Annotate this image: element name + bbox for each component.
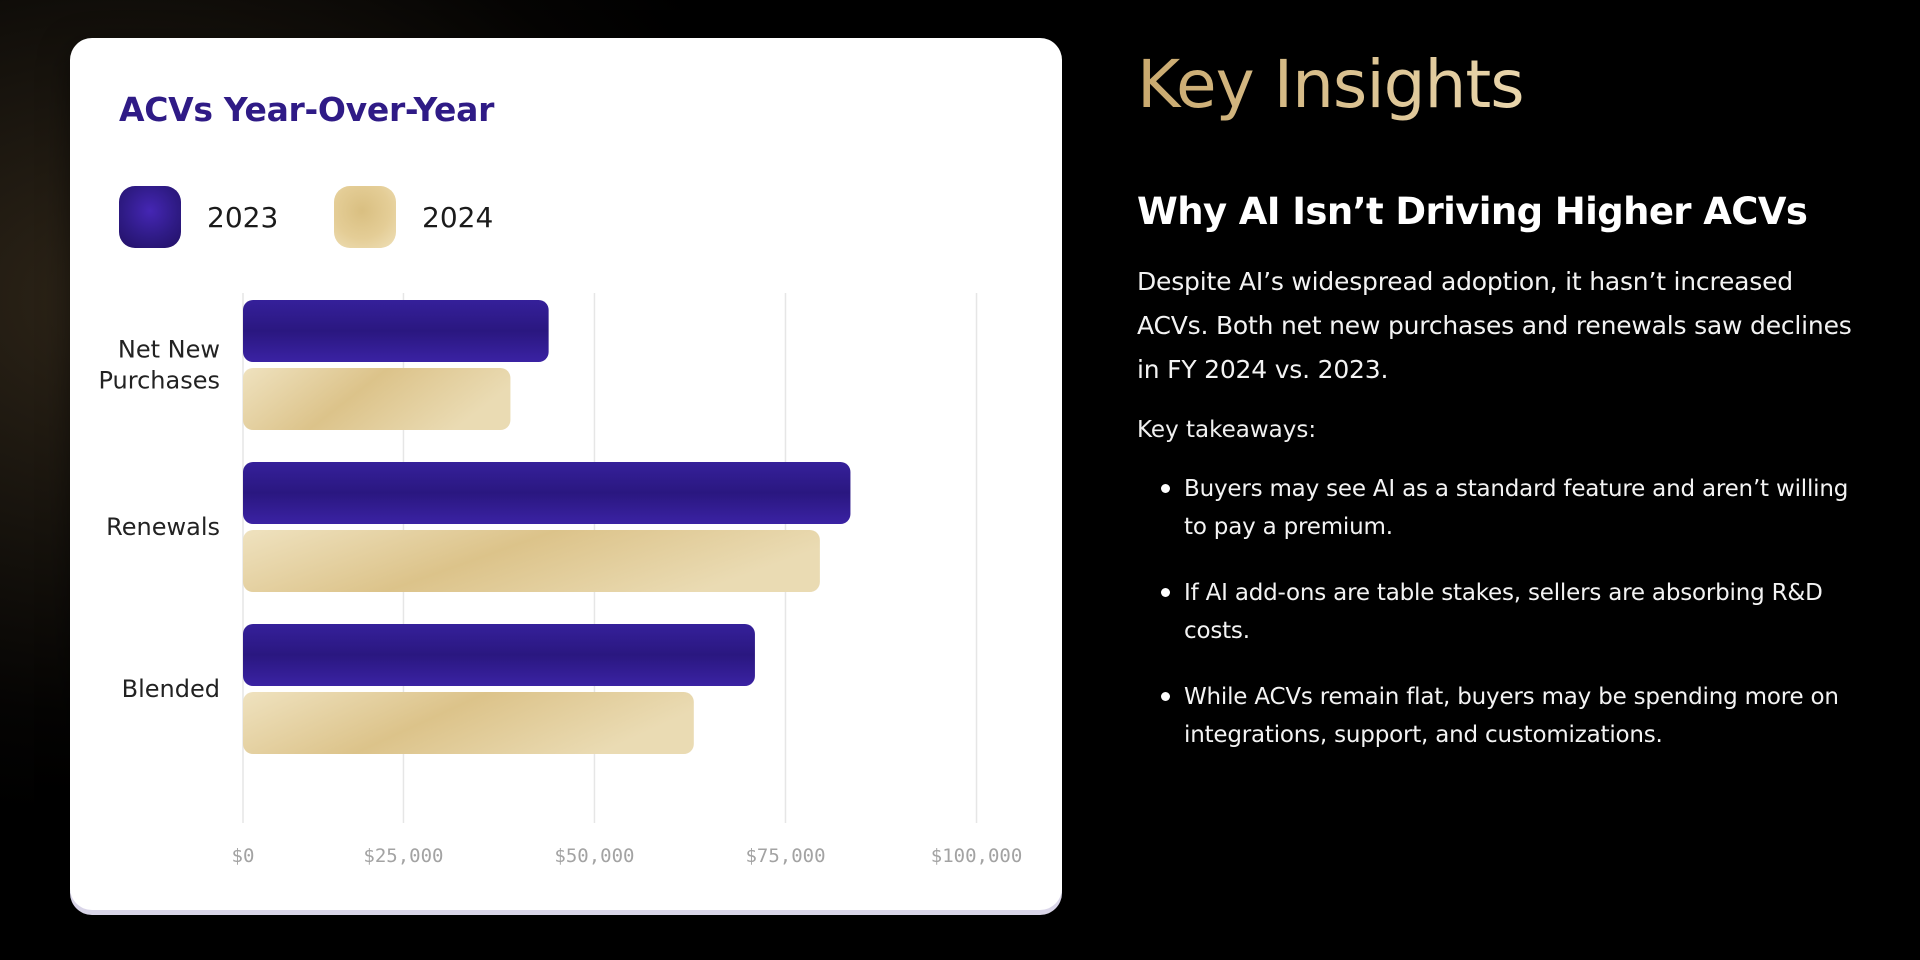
- bullet-dot-icon: [1161, 588, 1170, 597]
- category-label: Renewals: [106, 513, 220, 541]
- legend-label-2024: 2024: [422, 200, 494, 234]
- insights-panel: Key Insights Why AI Isn’t Driving Higher…: [1137, 40, 1857, 782]
- x-tick-label: $25,000: [363, 845, 443, 867]
- takeaway-item: While ACVs remain flat, buyers may be sp…: [1137, 678, 1857, 754]
- takeaway-item: Buyers may see AI as a standard feature …: [1137, 470, 1857, 546]
- bar-chart: $0 $25,000 $50,000 $75,000 $100,000 Net New Pu…: [99, 293, 1023, 868]
- legend-item-2024: 2024: [334, 186, 493, 248]
- takeaways-label: Key takeaways:: [1137, 417, 1317, 443]
- chart-title: ACVs Year-Over-Year: [119, 90, 495, 129]
- bar-2023: [243, 300, 549, 362]
- legend-swatch-2023: [119, 186, 181, 248]
- chart-card: ACVs Year-Over-Year 2023 2024 $0 $25,000 $…: [70, 38, 1062, 910]
- takeaway-text: While ACVs remain flat, buyers may be sp…: [1184, 684, 1839, 748]
- bar-2023: [243, 462, 851, 524]
- category-label: Net New Purchases: [99, 336, 221, 395]
- bar-2024: [243, 692, 694, 754]
- takeaway-text: If AI add-ons are table stakes, sellers …: [1184, 580, 1823, 644]
- legend-label-2023: 2023: [207, 200, 279, 234]
- legend-swatch-2024: [334, 186, 396, 248]
- category-label: Blended: [122, 675, 220, 703]
- insights-subheading: Why AI Isn’t Driving Higher ACVs: [1137, 190, 1808, 233]
- bar-2023: [243, 624, 755, 686]
- bullet-dot-icon: [1161, 484, 1170, 493]
- x-tick-label: $100,000: [931, 845, 1023, 867]
- insights-paragraph: Despite AI’s widespread adoption, it has…: [1137, 267, 1852, 384]
- takeaways-list: Buyers may see AI as a standard feature …: [1137, 470, 1857, 754]
- bars: [243, 300, 851, 754]
- insights-heading: Key Insights: [1137, 40, 1857, 130]
- bullet-dot-icon: [1161, 692, 1170, 701]
- legend-item-2023: 2023: [119, 186, 278, 248]
- bar-2024: [243, 530, 820, 592]
- axis-labels: $0 $25,000 $50,000 $75,000 $100,000 Net New Pu…: [99, 336, 1023, 868]
- takeaway-text: Buyers may see AI as a standard feature …: [1184, 476, 1849, 540]
- bar-2024: [243, 368, 511, 430]
- x-tick-label: $50,000: [554, 845, 634, 867]
- takeaway-item: If AI add-ons are table stakes, sellers …: [1137, 574, 1857, 650]
- x-tick-label: $0: [232, 845, 255, 867]
- x-tick-label: $75,000: [745, 845, 825, 867]
